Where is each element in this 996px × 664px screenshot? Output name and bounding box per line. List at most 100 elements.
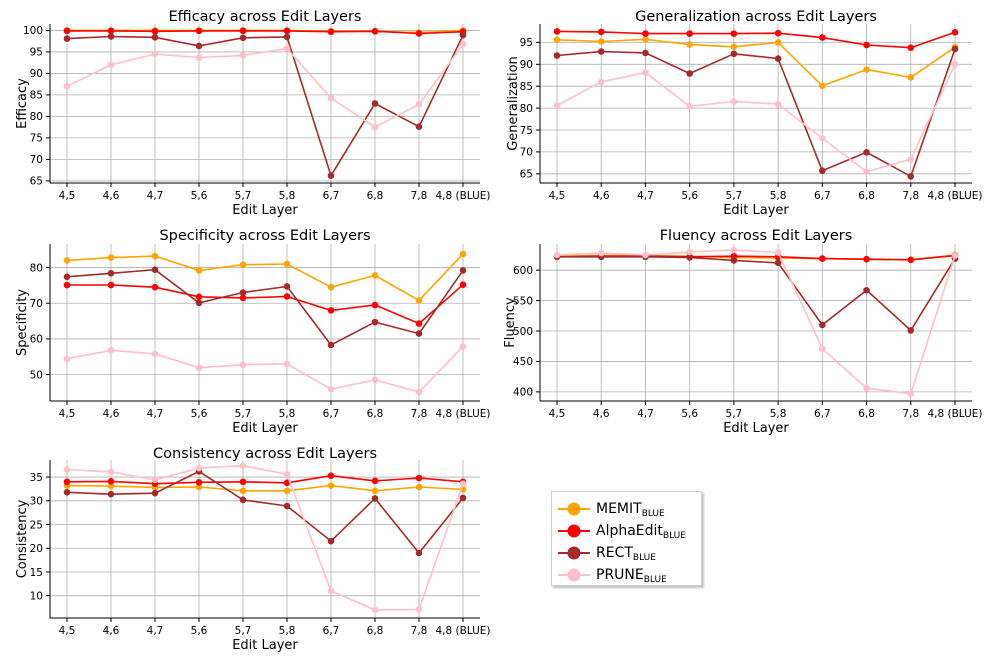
data-point	[642, 49, 649, 57]
data-point	[195, 364, 203, 372]
x-tick-label: 4,7	[147, 190, 164, 202]
x-tick-label: 6,8	[367, 190, 384, 202]
series-line	[556, 48, 956, 178]
y-tick-label: 65	[30, 176, 43, 188]
y-tick-label: 60	[30, 334, 43, 346]
chart-2: Generalization across Edit Layers 4,5 4,6 4…	[506, 9, 983, 218]
y-tick-label: 450	[513, 356, 533, 368]
data-point	[327, 172, 335, 179]
data-point	[239, 27, 247, 35]
data-point	[63, 478, 71, 486]
series-line	[556, 63, 956, 173]
series-prune	[63, 343, 467, 396]
series-rect	[553, 45, 959, 180]
x-tick-label: 4,7	[637, 408, 654, 420]
x-axis-label: Edit Layer	[232, 203, 298, 218]
data-point	[195, 54, 203, 61]
data-point	[863, 41, 870, 49]
legend-item-prune: PRUNEBLUE	[552, 565, 703, 585]
x-tick-label: 6,7	[323, 625, 340, 637]
data-point	[63, 27, 71, 35]
data-point	[951, 60, 959, 68]
data-point	[907, 44, 915, 51]
y-tick-label: 95	[30, 47, 43, 59]
data-point	[553, 36, 561, 44]
data-point	[730, 98, 738, 105]
data-point	[774, 249, 782, 256]
data-point	[774, 39, 782, 46]
chart-1: Efficacy across Edit Layers 4,5 4,6 4,7 5,6 5…	[15, 9, 491, 218]
data-point	[283, 27, 291, 35]
x-tick-label: 6,8	[858, 408, 875, 420]
chart-title: Generalization across Edit Layers	[635, 9, 877, 25]
x-axis-label: Edit Layer	[723, 203, 789, 218]
data-point	[151, 283, 159, 291]
data-point	[195, 42, 203, 50]
y-axis-label: Specificity	[15, 289, 30, 356]
data-point	[107, 482, 115, 490]
x-tick-label: 4,7	[637, 190, 654, 202]
data-point	[819, 135, 826, 142]
data-point	[459, 31, 467, 39]
series-line	[556, 249, 956, 395]
series-line	[66, 253, 464, 302]
y-tick-label: 95	[520, 37, 533, 49]
x-tick-label: 7,8	[902, 190, 919, 202]
x-tick-label: 6,8	[367, 408, 384, 420]
series-line	[66, 464, 464, 611]
data-point	[63, 488, 71, 496]
data-point	[415, 101, 423, 108]
data-point	[63, 281, 71, 289]
x-tick-label: 4,6	[103, 190, 120, 202]
legend-label-prune: PRUNEBLUE	[596, 567, 667, 585]
data-point	[63, 83, 71, 90]
y-axis-label: Consistency	[15, 499, 30, 578]
y-tick-label: 600	[513, 265, 533, 277]
y-tick-label: 50	[30, 369, 43, 381]
data-point	[327, 283, 335, 291]
data-point	[730, 50, 738, 58]
data-point	[459, 281, 467, 288]
data-point	[907, 256, 915, 264]
series-line	[66, 474, 464, 485]
data-point	[195, 299, 203, 307]
data-point	[107, 27, 115, 35]
y-tick-label: 10	[30, 590, 43, 602]
data-point	[951, 29, 959, 36]
data-point	[553, 52, 561, 59]
data-point	[774, 55, 782, 62]
y-tick-label: 75	[30, 133, 43, 145]
data-point	[553, 28, 561, 35]
data-point	[819, 321, 826, 329]
series-line	[66, 470, 464, 555]
data-point	[597, 38, 605, 45]
x-axis-label: Edit Layer	[723, 421, 789, 436]
data-point	[553, 251, 561, 259]
data-point	[459, 40, 467, 48]
data-point	[239, 52, 247, 59]
x-tick-label: 5,6	[681, 190, 698, 202]
data-point	[283, 293, 291, 300]
legend-label-alphaedit: AlphaEditBLUE	[596, 523, 686, 541]
x-tick-label: 4,5	[549, 408, 566, 420]
data-point	[951, 252, 959, 259]
data-point	[239, 487, 247, 495]
y-tick-label: 70	[30, 298, 43, 310]
data-point	[107, 490, 115, 498]
data-point	[327, 385, 335, 393]
data-point	[907, 327, 915, 334]
y-tick-label: 100	[23, 25, 43, 37]
x-axis-label: Edit Layer	[232, 421, 298, 436]
data-point	[63, 35, 71, 42]
data-point	[107, 33, 115, 40]
data-point	[415, 330, 423, 337]
data-point	[327, 307, 335, 314]
data-point	[642, 30, 649, 37]
data-point	[239, 289, 247, 296]
x-tick-label: 4,8 (BLUE)	[435, 625, 490, 637]
x-tick-label: 4,7	[147, 625, 164, 637]
data-point	[597, 249, 605, 257]
data-point	[283, 283, 291, 290]
data-point	[597, 78, 605, 86]
data-point	[863, 286, 870, 294]
